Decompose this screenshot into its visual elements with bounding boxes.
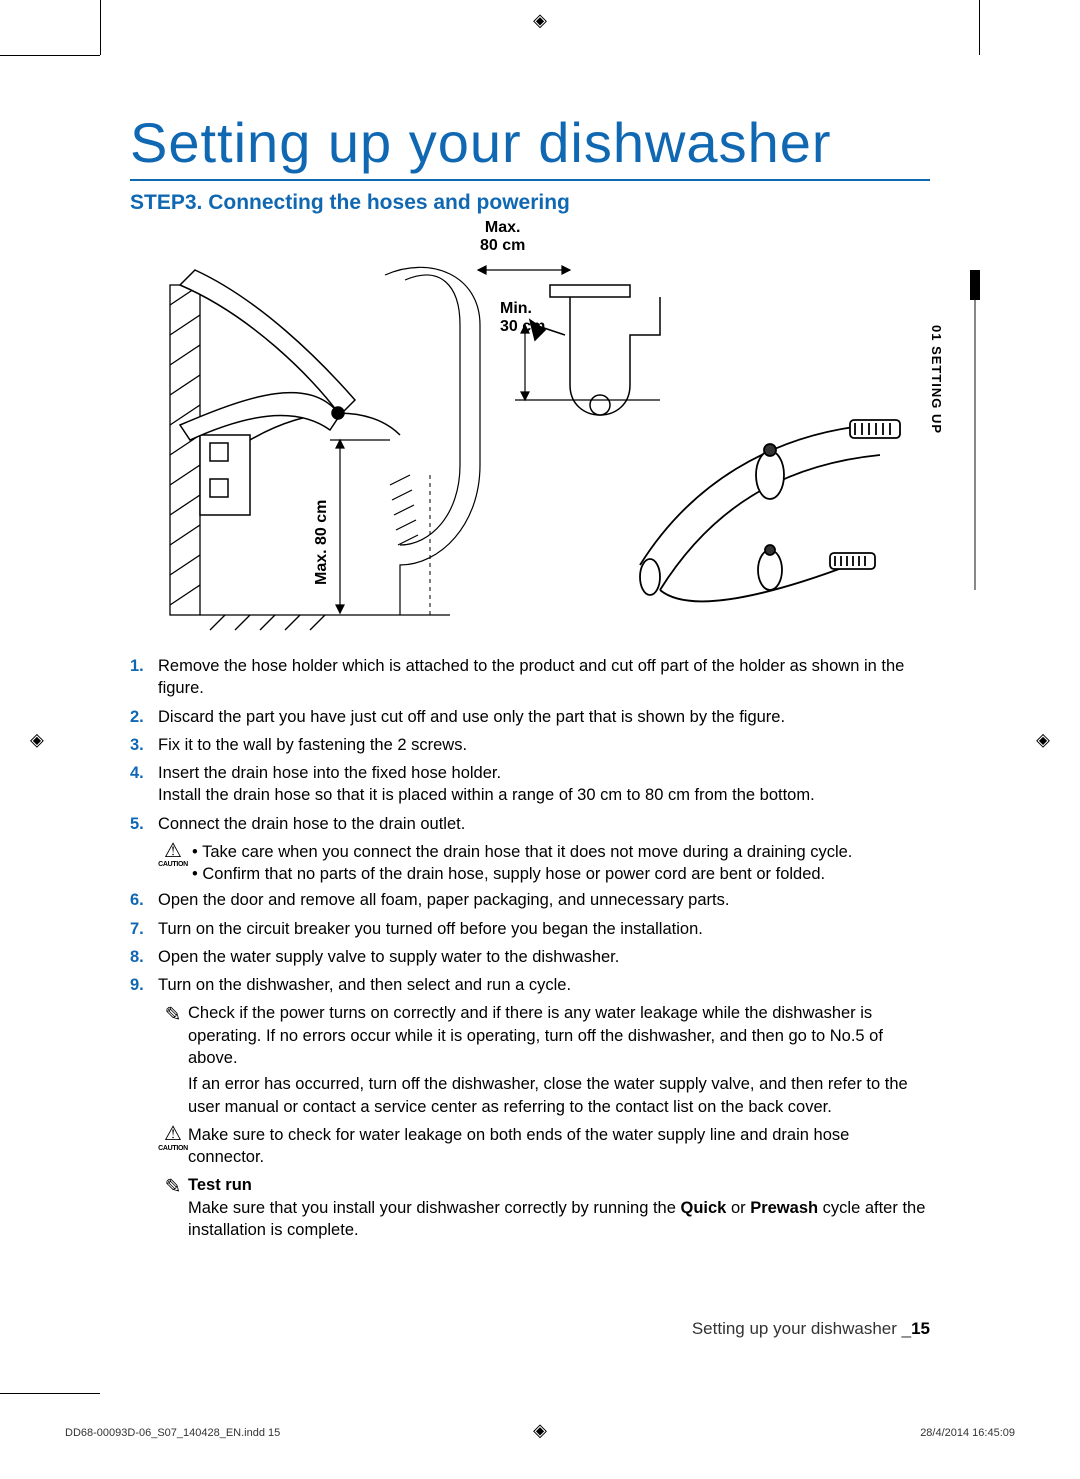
- footer-section: Setting up your dishwasher: [692, 1319, 897, 1338]
- step-num: 2.: [130, 706, 158, 728]
- step-num: 6.: [130, 889, 158, 911]
- step-num: 7.: [130, 918, 158, 940]
- step-text: Fix it to the wall by fastening the 2 sc…: [158, 734, 930, 756]
- footer-page-number: 15: [911, 1319, 930, 1338]
- step-text: Open the door and remove all foam, paper…: [158, 889, 930, 911]
- note-block: ✎ Check if the power turns on correctly …: [158, 1002, 930, 1117]
- page-content: Setting up your dishwasher STEP3. Connec…: [130, 110, 930, 1247]
- caution-text: Make sure to check for water leakage on …: [188, 1124, 930, 1169]
- step-text: Discard the part you have just cut off a…: [158, 706, 930, 728]
- print-mark-bottom: ◈: [533, 1420, 547, 1441]
- step-text: Remove the hose holder which is attached…: [158, 655, 930, 700]
- print-mark-left: ◈: [30, 729, 44, 750]
- crop-mark: [100, 0, 101, 55]
- step-num: 5.: [130, 813, 158, 835]
- test-run-text: Make sure that you install your dishwash…: [188, 1197, 930, 1242]
- diagram-label-min30: Min. 30 cm: [500, 300, 545, 336]
- page-title: Setting up your dishwasher: [130, 110, 930, 181]
- crop-mark: [0, 1393, 100, 1394]
- step-num: 1.: [130, 655, 158, 700]
- step-text: Open the water supply valve to supply wa…: [158, 946, 930, 968]
- step-num: 4.: [130, 762, 158, 807]
- step-num: 3.: [130, 734, 158, 756]
- print-mark-top: ◈: [533, 10, 547, 31]
- imprint-timestamp: 28/4/2014 16:45:09: [920, 1427, 1015, 1439]
- step-text: Connect the drain hose to the drain outl…: [158, 813, 930, 835]
- installation-diagram: Max. 80 cm Min. 30 cm Max. 80 cm: [130, 225, 910, 640]
- crop-mark: [0, 55, 100, 56]
- caution-text: Take care when you connect the drain hos…: [192, 841, 852, 863]
- caution-text: Confirm that no parts of the drain hose,…: [192, 863, 852, 885]
- caution-icon: ⚠CAUTION: [158, 1124, 188, 1169]
- step-num: 9.: [130, 974, 158, 996]
- crop-mark: [979, 0, 980, 55]
- caution-block: ⚠CAUTION Take care when you connect the …: [158, 841, 930, 886]
- test-run-title: Test run: [188, 1174, 930, 1196]
- instruction-list: 1.Remove the hose holder which is attach…: [130, 655, 930, 1241]
- note-text: If an error has occurred, turn off the d…: [188, 1073, 930, 1118]
- step-num: 8.: [130, 946, 158, 968]
- section-tab: 01 SETTING UP: [952, 270, 980, 590]
- diagram-label-max80-vertical: Max. 80 cm: [313, 500, 331, 585]
- page-footer: Setting up your dishwasher _15: [130, 1319, 930, 1339]
- section-tab-label: 01 SETTING UP: [929, 325, 944, 434]
- step-text: Insert the drain hose into the fixed hos…: [158, 762, 930, 807]
- imprint-filename: DD68-00093D-06_S07_140428_EN.indd 15: [65, 1427, 280, 1439]
- note-icon: ✎: [158, 1002, 188, 1117]
- note-icon: ✎: [158, 1174, 188, 1241]
- caution-icon: ⚠CAUTION: [158, 841, 188, 868]
- caution-block: ⚠CAUTION Make sure to check for water le…: [158, 1124, 930, 1169]
- diagram-label-max80: Max. 80 cm: [480, 219, 525, 255]
- note-text: Check if the power turns on correctly an…: [188, 1002, 930, 1069]
- note-block: ✎ Test run Make sure that you install yo…: [158, 1174, 930, 1241]
- print-mark-right: ◈: [1036, 729, 1050, 750]
- step-text: Turn on the circuit breaker you turned o…: [158, 918, 930, 940]
- step-heading: STEP3. Connecting the hoses and powering: [130, 191, 930, 215]
- step-text: Turn on the dishwasher, and then select …: [158, 974, 930, 996]
